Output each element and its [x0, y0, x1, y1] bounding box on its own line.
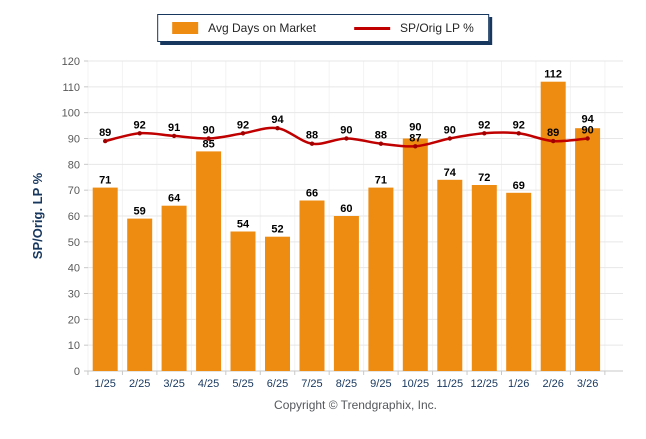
bar-3/26 [575, 128, 601, 371]
bar-1/25 [92, 187, 118, 371]
line-value-label: 92 [513, 119, 525, 131]
legend-line-label: SP/Orig LP % [400, 21, 474, 35]
line-marker-2/25 [137, 131, 142, 136]
line-marker-4/25 [206, 136, 211, 141]
line-marker-1/25 [103, 138, 108, 144]
x-axis-label: 8/25 [336, 378, 357, 390]
bar-5/25 [230, 231, 256, 371]
line-value-label: 87 [409, 132, 421, 144]
line-marker-1/26 [516, 131, 521, 136]
x-axis-label: 4/25 [198, 378, 219, 390]
bar-value-label: 112 [544, 69, 562, 81]
y-axis-tick-label: 10 [68, 340, 80, 352]
y-axis-tick-label: 40 [68, 263, 80, 275]
line-value-label: 90 [582, 125, 594, 137]
bar-9/25 [368, 187, 394, 371]
bar-value-label: 94 [582, 114, 595, 126]
legend-bar-label: Avg Days on Market [208, 21, 317, 35]
bar-value-label: 71 [99, 175, 111, 187]
line-marker-10/25 [413, 144, 418, 149]
bar-value-label: 69 [513, 180, 525, 192]
x-axis-label: 3/26 [577, 378, 598, 390]
bar-2/25 [127, 218, 153, 371]
bar-3/25 [161, 205, 187, 371]
bar-11/25 [437, 179, 463, 371]
x-axis-label: 1/26 [508, 378, 529, 390]
bar-value-label: 72 [478, 172, 490, 184]
x-axis-label: 7/25 [301, 378, 322, 390]
bar-4/25 [196, 151, 222, 371]
line-value-label: 91 [168, 122, 180, 134]
bar-2/26 [540, 81, 566, 371]
x-axis-label: 2/25 [129, 378, 150, 390]
y-axis-tick-label: 0 [74, 366, 80, 378]
line-value-label: 90 [340, 125, 352, 137]
bar-12/25 [471, 185, 497, 371]
line-value-label: 90 [202, 125, 214, 137]
line-value-label: 92 [134, 119, 146, 131]
x-axis-label: 1/25 [94, 378, 115, 390]
line-value-label: 89 [99, 127, 111, 139]
x-axis-label: 2/26 [542, 378, 563, 390]
bar-value-label: 59 [134, 206, 146, 218]
bar-value-label: 60 [340, 203, 352, 215]
line-value-label: 94 [271, 114, 284, 126]
bar-value-label: 74 [444, 167, 457, 179]
copyright-text: Copyright © Trendgraphix, Inc. [274, 398, 437, 412]
x-axis-label: 10/25 [402, 378, 430, 390]
line-marker-7/25 [309, 141, 315, 146]
line-marker-3/25 [171, 133, 177, 139]
bar-7/25 [299, 200, 325, 371]
x-axis-label: 12/25 [470, 378, 498, 390]
y-axis-tick-label: 100 [62, 108, 80, 120]
line-marker-6/25 [275, 126, 280, 131]
y-axis-tick-label: 30 [68, 289, 80, 301]
bar-1/26 [506, 192, 532, 372]
line-marker-5/25 [240, 131, 246, 136]
line-marker-9/25 [378, 141, 384, 146]
line-marker-8/25 [344, 136, 349, 141]
bar-value-label: 71 [375, 175, 387, 187]
bar-value-label: 54 [237, 219, 250, 231]
x-axis-label: 11/25 [436, 378, 463, 390]
line-value-label: 89 [547, 127, 559, 139]
line-marker-11/25 [447, 136, 452, 141]
line-marker-3/26 [585, 136, 590, 141]
bar-value-label: 85 [202, 138, 214, 150]
y-axis-tick-label: 90 [68, 134, 80, 146]
x-axis-label: 9/25 [370, 378, 391, 390]
line-series-swatch-icon [354, 26, 391, 30]
y-axis-tick-label: 80 [68, 159, 80, 171]
line-value-label: 90 [444, 125, 456, 137]
line-value-label: 88 [375, 130, 387, 142]
line-value-label: 92 [478, 119, 490, 131]
y-axis-tick-label: 60 [68, 211, 80, 223]
y-axis-tick-label: 110 [62, 82, 80, 94]
x-axis-label: 6/25 [267, 378, 288, 390]
bar-6/25 [265, 236, 290, 371]
x-axis-label: 3/25 [163, 378, 184, 390]
bar-value-label: 64 [168, 193, 181, 205]
bar-10/25 [402, 138, 428, 371]
y-axis-title: SP/Orig. LP % [30, 172, 45, 259]
y-axis-tick-label: 70 [68, 185, 80, 197]
y-axis-tick-label: 50 [68, 237, 80, 249]
bar-8/25 [333, 216, 359, 371]
legend: Avg Days on Market SP/Orig LP % [157, 14, 489, 42]
line-marker-2/26 [551, 138, 556, 144]
line-marker-12/25 [482, 131, 487, 136]
bar-series-swatch-icon [172, 22, 199, 34]
bar-value-label: 90 [409, 121, 421, 133]
line-value-label: 88 [306, 130, 318, 142]
y-axis-tick-label: 120 [62, 56, 80, 68]
y-axis-tick-label: 20 [68, 314, 80, 326]
x-axis-label: 5/25 [232, 378, 253, 390]
line-value-label: 92 [237, 119, 249, 131]
bar-value-label: 66 [306, 188, 318, 200]
bar-value-label: 52 [271, 224, 283, 236]
